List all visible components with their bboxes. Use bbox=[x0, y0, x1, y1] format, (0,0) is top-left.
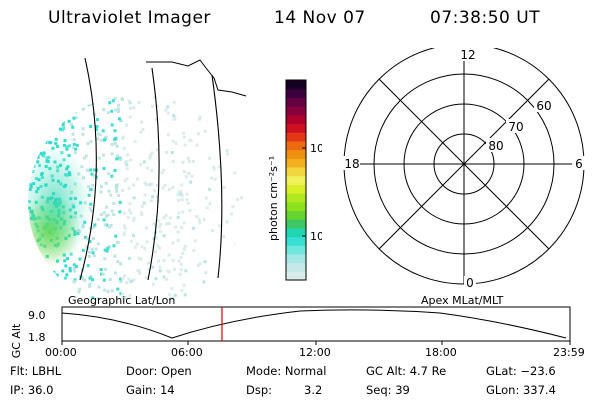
timeline-frame bbox=[61, 306, 571, 342]
colorbar-frame bbox=[285, 79, 307, 281]
colorbar-segment bbox=[286, 253, 306, 264]
mlt-label-6: 6 bbox=[575, 157, 583, 171]
altitude-curve bbox=[61, 309, 567, 339]
geographic-projection-label: Geographic Lat/Lon bbox=[68, 294, 176, 307]
mlt-label-18: 18 bbox=[344, 157, 359, 171]
coastline bbox=[146, 59, 247, 97]
gc-altitude-info: GC Alt: 4.7 Re bbox=[366, 364, 447, 378]
glon-info: GLon: 337.4 bbox=[486, 383, 556, 397]
colorbar-segment bbox=[286, 140, 306, 151]
instrument-title: Ultraviolet Imager bbox=[48, 8, 211, 28]
lat-label-60: 60 bbox=[536, 99, 551, 113]
timeline-xtick-1200: 12:00 bbox=[299, 346, 331, 359]
sequence-info: Seq: 39 bbox=[366, 383, 410, 397]
mode-info: Mode: Normal bbox=[246, 364, 327, 378]
filter-info: Flt: LBHL bbox=[10, 364, 62, 378]
timeline-ylabel: GC Alt bbox=[10, 323, 23, 358]
colorbar-segment bbox=[286, 245, 306, 255]
mlt-label-0: 0 bbox=[466, 276, 474, 290]
colorbar-segment bbox=[286, 271, 306, 281]
timeline-xtick-1800: 18:00 bbox=[425, 346, 457, 359]
door-info: Door: Open bbox=[126, 364, 192, 378]
colorbar: 100 10 photon cm⁻²s⁻¹ bbox=[267, 79, 322, 281]
earth-disk bbox=[28, 94, 244, 300]
colorbar-segment bbox=[286, 193, 306, 203]
colorbar-segment bbox=[286, 175, 306, 185]
dsp-label: Dsp: bbox=[246, 383, 273, 397]
meridian-line bbox=[211, 74, 223, 279]
colorbar-segment bbox=[286, 97, 306, 107]
timeline-ytick-9: 9.0 bbox=[28, 309, 46, 322]
dsp-value: 3.2 bbox=[304, 383, 323, 397]
polar-grid: 12 6 0 18 80 70 60 bbox=[342, 48, 586, 290]
colorbar-unit-label: photon cm⁻²s⁻¹ bbox=[267, 156, 280, 241]
meridian-line bbox=[79, 57, 97, 281]
apex-projection-label: Apex MLat/MLT bbox=[421, 294, 504, 307]
colorbar-scale bbox=[286, 80, 306, 281]
colorbar-segment bbox=[286, 88, 306, 98]
colorbar-segment bbox=[286, 123, 306, 133]
colorbar-segment bbox=[286, 158, 306, 168]
colorbar-segment bbox=[286, 201, 306, 212]
colorbar-segment bbox=[286, 210, 306, 220]
timeline-ytick-1-8: 1.8 bbox=[28, 331, 46, 344]
colorbar-segment bbox=[286, 227, 306, 238]
colorbar-segment bbox=[286, 106, 306, 116]
colorbar-segment bbox=[286, 262, 306, 272]
colorbar-segment bbox=[286, 114, 306, 125]
gain-info: Gain: 14 bbox=[126, 383, 175, 397]
colorbar-tick-100: 100 bbox=[310, 142, 322, 155]
date-label: 14 Nov 07 bbox=[274, 8, 366, 28]
altitude-timeline: GC Alt 9.0 1.8 bbox=[10, 306, 571, 358]
lat-label-80: 80 bbox=[488, 139, 503, 153]
timeline-xtick-0000: 00:00 bbox=[45, 346, 77, 359]
colorbar-segment bbox=[286, 80, 306, 90]
colorbar-tick-10: 10 bbox=[310, 230, 322, 243]
meridian-line bbox=[147, 67, 160, 281]
uv-image bbox=[28, 57, 247, 300]
mlt-label-12: 12 bbox=[460, 48, 475, 62]
colorbar-segment bbox=[286, 219, 306, 229]
glat-info: GLat: −23.6 bbox=[486, 364, 556, 378]
timeline-xtick-2359: 23:59 bbox=[553, 346, 585, 359]
colorbar-segment bbox=[286, 132, 306, 142]
colorbar-segment bbox=[286, 166, 306, 177]
lat-label-70: 70 bbox=[508, 120, 523, 134]
timeline-xtick-0600: 06:00 bbox=[171, 346, 203, 359]
colorbar-segment bbox=[286, 236, 306, 246]
colorbar-segment bbox=[286, 184, 306, 194]
ip-info: IP: 36.0 bbox=[10, 383, 54, 397]
time-label: 07:38:50 UT bbox=[430, 8, 541, 28]
colorbar-segment bbox=[286, 149, 306, 159]
